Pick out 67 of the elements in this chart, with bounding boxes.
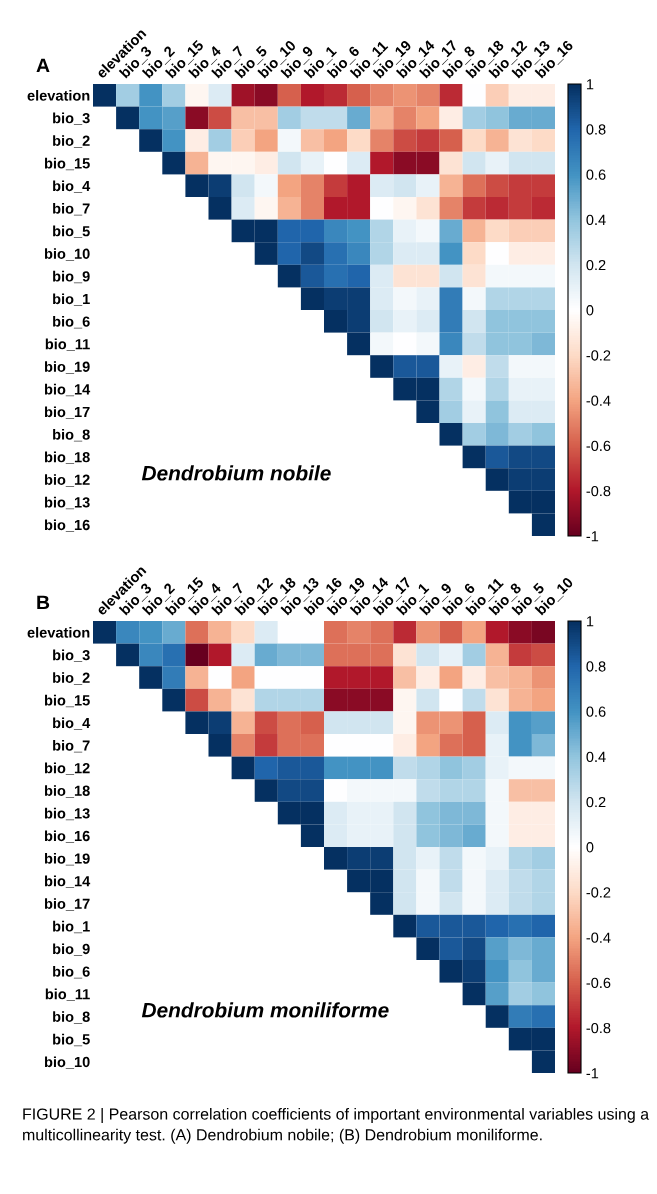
y-tick-label: bio_13 xyxy=(44,496,90,510)
y-tick-label: bio_3 xyxy=(53,649,90,662)
y-tick-label: bio_12 xyxy=(44,762,90,775)
color-bar-label: 0 xyxy=(586,842,594,853)
y-tick-label: bio_5 xyxy=(53,1033,90,1047)
caption: FIGURE 2 | Pearson correlation coefficients of important environmental variables using a multicollinearity test. (A) Dendrobium nobile; (B) Dendrobium moniliforme. xyxy=(23,1108,650,1144)
color-bar-label: -0.8 xyxy=(586,485,611,497)
y-tick-label: bio_17 xyxy=(44,898,90,911)
color-bar-label: 0.4 xyxy=(586,214,606,226)
y-tick-label: bio_17 xyxy=(44,406,90,419)
color-bar-label: 0.6 xyxy=(586,706,606,717)
color-bar-label: -1 xyxy=(586,531,599,542)
y-tick-label: bio_15 xyxy=(44,694,90,708)
color-bar-label: 0.6 xyxy=(586,169,606,180)
color-bar-label: 0.8 xyxy=(586,661,606,672)
y-tick-label: bio_6 xyxy=(53,316,90,329)
y-tick-label: bio_10 xyxy=(44,248,90,261)
y-tick-label: bio_4 xyxy=(53,180,91,193)
y-tick-label: bio_6 xyxy=(53,966,90,979)
color-bar-label: -1 xyxy=(586,1068,599,1079)
color-bar-label: 0 xyxy=(586,305,594,316)
color-bar-label: 0.2 xyxy=(586,796,606,808)
y-tick-label: bio_19 xyxy=(44,361,90,374)
y-tick-label: elevation xyxy=(27,90,90,101)
color-bar-label: 0.4 xyxy=(586,751,606,763)
text: B xyxy=(37,595,50,610)
y-tick-label: bio_11 xyxy=(45,338,90,351)
y-tick-label: bio_11 xyxy=(45,988,90,1001)
color-bar-label: 0.2 xyxy=(586,259,606,271)
y-tick-label: bio_7 xyxy=(53,740,90,753)
color-bar-label: -0.2 xyxy=(586,887,611,898)
y-tick-label: bio_10 xyxy=(44,1056,90,1069)
y-tick-label: bio_14 xyxy=(44,875,91,888)
y-tick-label: bio_8 xyxy=(53,1011,90,1024)
text: Dendrobium moniliforme xyxy=(141,1002,389,1018)
y-tick-label: bio_18 xyxy=(44,785,90,798)
y-tick-label: elevation xyxy=(27,627,90,638)
y-tick-label: bio_12 xyxy=(44,474,90,487)
color-bar-label: 1 xyxy=(586,616,594,627)
color-bar-label: -0.8 xyxy=(586,1022,611,1034)
y-tick-label: bio_14 xyxy=(44,383,91,397)
y-tick-label: bio_9 xyxy=(53,270,90,284)
y-tick-label: bio_7 xyxy=(53,203,90,216)
y-tick-label: bio_13 xyxy=(44,807,90,821)
y-tick-label: bio_18 xyxy=(44,451,90,464)
color-bar-label: 1 xyxy=(586,79,594,90)
text: A xyxy=(36,58,50,73)
y-tick-label: bio_3 xyxy=(53,112,90,125)
y-tick-label: bio_8 xyxy=(53,429,90,442)
color-bar-label: 0.8 xyxy=(586,124,606,135)
y-tick-label: bio_2 xyxy=(53,135,90,148)
color-bar-label: -0.4 xyxy=(586,395,611,406)
color-bar-label: -0.6 xyxy=(586,440,611,452)
y-tick-label: bio_1 xyxy=(53,293,90,306)
color-bar-label: -0.4 xyxy=(586,932,611,943)
y-tick-label: bio_16 xyxy=(44,830,90,843)
y-tick-label: bio_4 xyxy=(53,717,91,730)
y-tick-label: bio_15 xyxy=(44,157,90,171)
color-bar-label: -0.2 xyxy=(586,350,611,361)
y-tick-label: bio_5 xyxy=(53,225,90,238)
y-tick-label: bio_19 xyxy=(44,853,90,866)
y-tick-label: bio_1 xyxy=(53,920,90,934)
y-tick-label: bio_2 xyxy=(53,672,90,685)
text: Dendrobium nobile xyxy=(141,465,331,481)
y-tick-label: bio_9 xyxy=(53,943,90,956)
y-tick-label: bio_16 xyxy=(44,519,90,532)
color-bar-label: -0.6 xyxy=(586,977,611,989)
